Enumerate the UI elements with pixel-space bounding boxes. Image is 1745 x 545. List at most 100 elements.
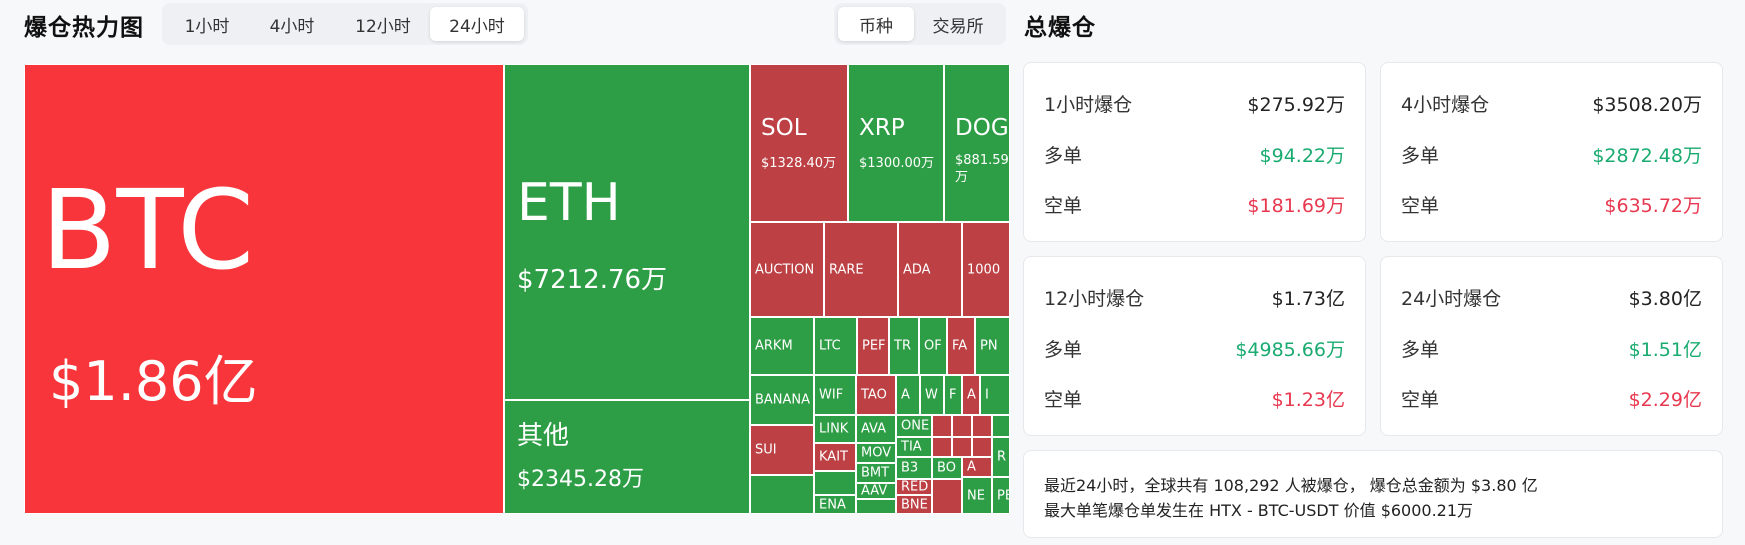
tile-symbol: A [901, 387, 910, 403]
heatmap-tile[interactable]: A [962, 375, 980, 415]
card-row: 多单 $2872.48万 [1401, 142, 1702, 167]
card-row: 4小时爆仓 $3508.20万 [1401, 91, 1702, 116]
heatmap-tile[interactable]: ADA [898, 222, 962, 317]
card-row: 空单 $635.72万 [1401, 192, 1702, 217]
heatmap-tile[interactable]: AVA [856, 415, 896, 443]
card-row-label: 空单 [1401, 194, 1440, 217]
card-row-label: 空单 [1044, 388, 1083, 411]
card-row: 1小时爆仓 $275.92万 [1044, 91, 1345, 116]
heatmap-tile[interactable] [972, 415, 992, 437]
heatmap-tile[interactable]: W [920, 375, 944, 415]
heatmap-tile[interactable]: MOV [856, 443, 896, 463]
card-row-label: 多单 [1401, 338, 1440, 361]
heatmap-tile[interactable]: AUCTION [750, 222, 824, 317]
heatmap-tile[interactable]: 1000 [962, 222, 1010, 317]
tile-symbol: OF [924, 338, 942, 354]
tile-symbol: DOG [955, 115, 1009, 141]
heatmap-tile[interactable]: A [962, 457, 992, 477]
card-row-label: 空单 [1044, 194, 1083, 217]
heatmap-tile[interactable]: BNE [896, 495, 932, 514]
heatmap-tile[interactable]: RARE [824, 222, 898, 317]
card-row-value: $2.29亿 [1628, 388, 1702, 411]
card-row-label: 多单 [1044, 338, 1083, 361]
heatmap-tile[interactable]: LTC [814, 317, 857, 375]
heatmap-tile[interactable]: BANANA [750, 375, 814, 425]
timeframe-selector: 1小时 4小时 12小时 24小时 [162, 3, 528, 45]
tile-symbol: ONE [901, 418, 930, 434]
tile-symbol: W [925, 387, 938, 403]
heatmap-tile[interactable]: TAO [856, 375, 896, 415]
tile-symbol: AAV [861, 483, 888, 499]
card-row: 空单 $2.29亿 [1401, 386, 1702, 411]
tile-symbol: RARE [829, 262, 864, 277]
heatmap-tile[interactable]: TIA [896, 437, 932, 457]
heatmap-tile[interactable]: SUI [750, 425, 814, 475]
heatmap-tile[interactable] [856, 499, 896, 514]
heatmap-tile[interactable] [952, 437, 972, 457]
heatmap-tile[interactable] [932, 415, 952, 437]
heatmap-tile[interactable] [814, 471, 856, 495]
liquidation-heatmap: BTC $1.86亿 ETH $7212.76万 其他 $2345.28万 SOL $1328… [24, 64, 1010, 514]
heatmap-tile[interactable]: BO [932, 457, 962, 479]
heatmap-tile[interactable]: TR [889, 317, 919, 375]
heatmap-tile[interactable]: F [944, 375, 962, 415]
card-row-value: $2872.48万 [1592, 144, 1702, 167]
heatmap-tile[interactable]: I [980, 375, 1010, 415]
heatmap-tile[interactable]: KAIT [814, 443, 856, 471]
card-row: 空单 $1.23亿 [1044, 386, 1345, 411]
group-by-exchange[interactable]: 交易所 [932, 16, 984, 37]
tile-value: $1.86亿 [49, 350, 258, 413]
card-row-value: $1.51亿 [1628, 338, 1702, 361]
tile-symbol: BTC [41, 166, 255, 294]
timeframe-1h[interactable]: 1小时 [184, 16, 230, 37]
heatmap-tile[interactable]: FA [947, 317, 975, 375]
card-row-label: 1小时爆仓 [1044, 93, 1133, 116]
heatmap-tile[interactable]: ONE [896, 415, 932, 437]
heatmap-tile[interactable]: PE [992, 477, 1010, 514]
heatmap-tile[interactable]: WIF [814, 375, 856, 415]
liquidation-card: 4小时爆仓 $3508.20万 多单 $2872.48万 空单 $635.72万 [1380, 62, 1723, 242]
heatmap-tile[interactable]: DOG $881.59 万 [944, 64, 1010, 222]
heatmap-tile[interactable] [750, 475, 814, 514]
heatmap-tile[interactable]: 其他 $2345.28万 [504, 400, 750, 514]
heatmap-tile[interactable] [972, 437, 992, 457]
tile-symbol: PN [980, 338, 998, 354]
heatmap-tile[interactable] [992, 415, 1010, 437]
heatmap-tile[interactable]: OF [919, 317, 947, 375]
heatmap-tile[interactable]: LINK [814, 415, 856, 443]
heatmap-tile[interactable]: RED [896, 479, 932, 495]
group-by-coin[interactable]: 币种 [838, 7, 914, 41]
tile-symbol: ARKM [755, 338, 793, 354]
heatmap-tile[interactable]: ENA [814, 495, 856, 514]
tile-symbol: F [949, 387, 957, 403]
heatmap-tile[interactable]: B3 [896, 457, 932, 479]
heatmap-tile[interactable]: ARKM [750, 317, 814, 375]
tile-value: $1300.00万 [859, 156, 935, 171]
heatmap-tile[interactable] [952, 415, 972, 437]
timeframe-24h[interactable]: 24小时 [430, 7, 524, 41]
heatmap-tile[interactable]: ETH $7212.76万 [504, 64, 750, 400]
heatmap-tile[interactable] [932, 479, 962, 514]
tile-symbol: WIF [819, 387, 844, 403]
tile-symbol: TIA [901, 439, 922, 455]
heatmap-tile[interactable]: AAV [856, 483, 896, 499]
heatmap-tile[interactable]: BMT [856, 463, 896, 483]
heatmap-tile[interactable] [932, 437, 952, 457]
card-row: 24小时爆仓 $3.80亿 [1401, 285, 1702, 310]
heatmap-tile[interactable]: NE [962, 477, 992, 514]
heatmap-tile[interactable]: XRP $1300.00万 [848, 64, 944, 222]
card-row-label: 空单 [1401, 388, 1440, 411]
heatmap-tile[interactable]: A [896, 375, 920, 415]
tile-value: $1328.40万 [761, 156, 837, 171]
timeframe-12h[interactable]: 12小时 [355, 16, 411, 37]
summary-line-2: 最大单笔爆仓单发生在 HTX - BTC-USDT 价值 $6000.21万 [1044, 501, 1474, 520]
heatmap-tile[interactable]: BTC $1.86亿 [24, 64, 504, 514]
heatmap-tile[interactable]: PEF [857, 317, 889, 375]
heatmap-tile[interactable]: R [992, 437, 1010, 477]
tile-symbol: TAO [861, 387, 887, 403]
heatmap-tile[interactable]: PN [975, 317, 1010, 375]
heatmap-tile[interactable]: SOL $1328.40万 [750, 64, 848, 222]
card-row-value: $1.23亿 [1271, 388, 1345, 411]
timeframe-4h[interactable]: 4小时 [269, 16, 315, 37]
heatmap-tile[interactable]: PE [816, 513, 818, 514]
